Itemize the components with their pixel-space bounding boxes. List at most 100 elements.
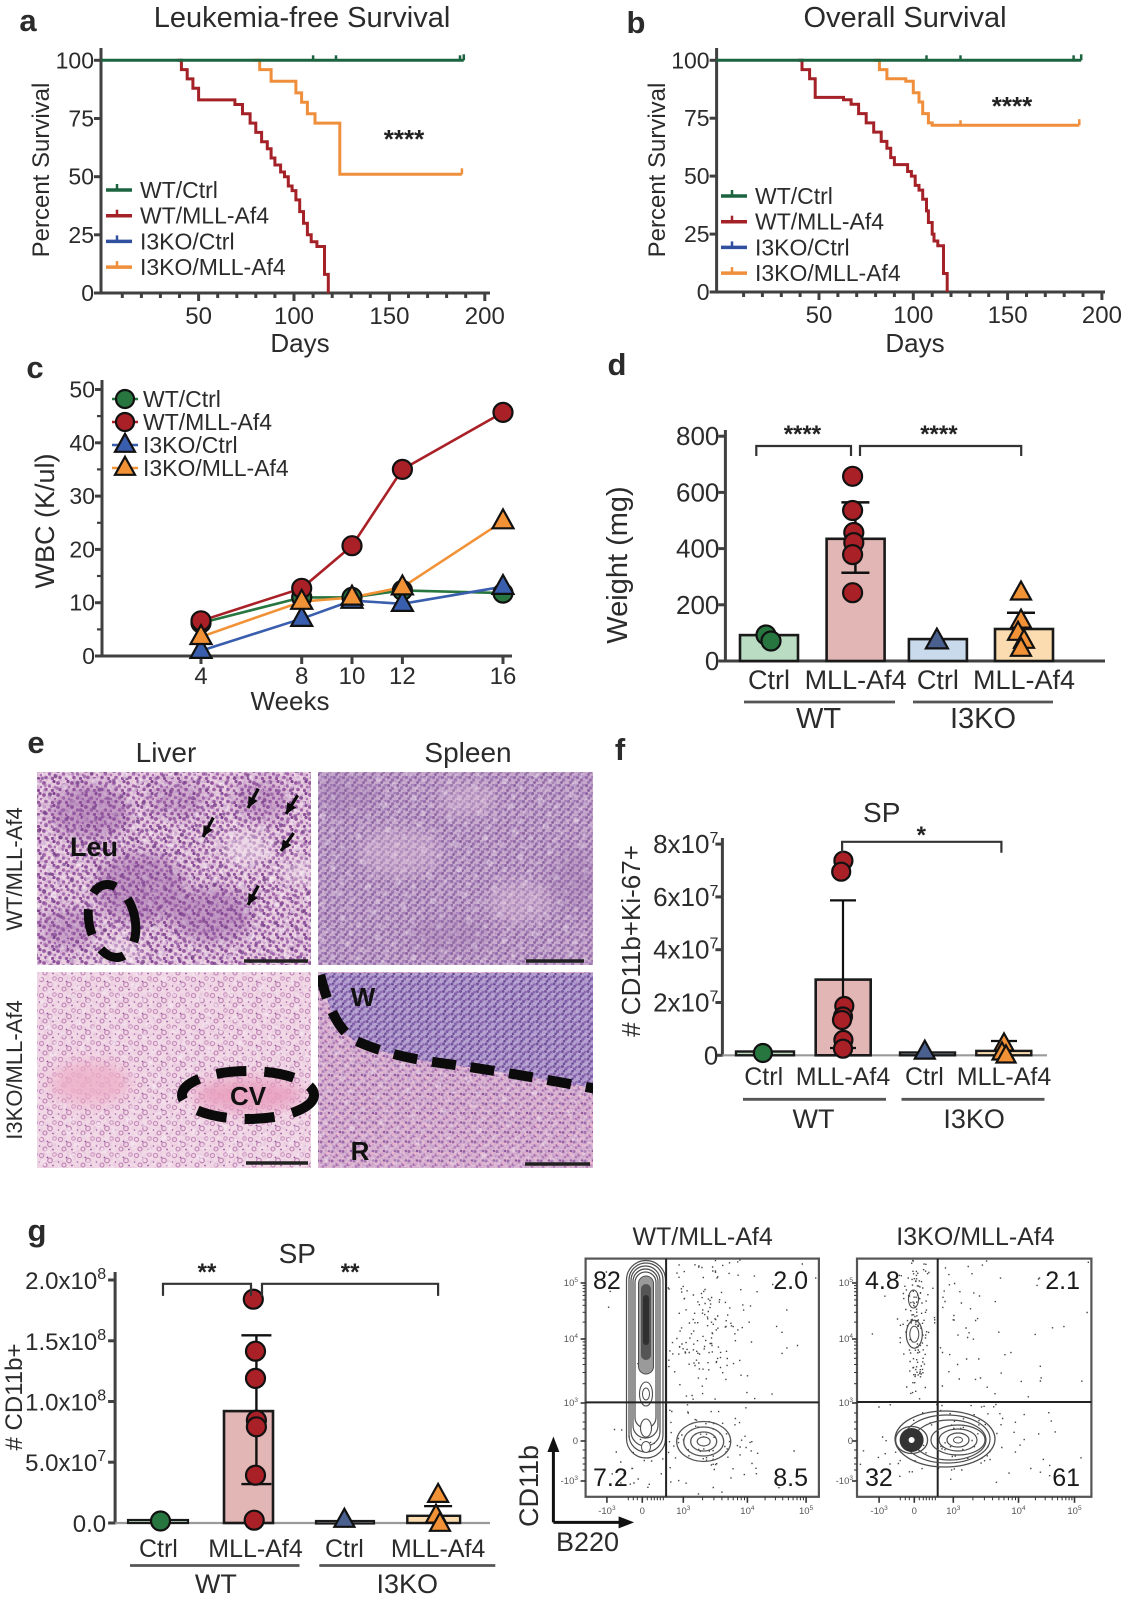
svg-text:0: 0: [81, 280, 94, 306]
svg-text:10: 10: [69, 590, 95, 616]
svg-text:-103: -103: [598, 1505, 616, 1517]
svg-text:Weeks: Weeks: [251, 686, 330, 716]
svg-text:B220: B220: [556, 1527, 619, 1557]
svg-text:I3KO/Ctrl: I3KO/Ctrl: [755, 234, 850, 260]
svg-text:600: 600: [676, 477, 719, 507]
svg-text:Ctrl: Ctrl: [905, 1063, 944, 1091]
svg-text:50: 50: [684, 163, 710, 189]
svg-text:1.0x108: 1.0x108: [25, 1388, 106, 1417]
svg-text:61: 61: [1052, 1464, 1080, 1492]
svg-text:*: *: [917, 822, 927, 849]
svg-text:**: **: [341, 1259, 360, 1286]
svg-text:12: 12: [389, 663, 416, 690]
svg-text:WT: WT: [796, 703, 841, 735]
svg-text:MLL-Af4: MLL-Af4: [805, 665, 907, 695]
svg-text:200: 200: [676, 590, 719, 620]
svg-text:MLL-Af4: MLL-Af4: [796, 1063, 891, 1091]
svg-text:**: **: [198, 1259, 217, 1286]
svg-text:Liver: Liver: [136, 737, 197, 768]
svg-text:50: 50: [185, 303, 212, 330]
svg-text:WT/MLL-Af4: WT/MLL-Af4: [143, 409, 272, 435]
svg-text:e: e: [27, 725, 44, 760]
svg-text:# CD11b+: # CD11b+: [1, 1344, 28, 1451]
svg-text:200: 200: [1082, 302, 1122, 329]
svg-text:82: 82: [593, 1267, 621, 1295]
svg-text:I3KO/Ctrl: I3KO/Ctrl: [140, 228, 235, 254]
svg-text:0: 0: [82, 643, 95, 669]
svg-text:2.0x108: 2.0x108: [25, 1266, 106, 1295]
svg-text:WT: WT: [195, 1569, 237, 1599]
svg-text:150: 150: [988, 302, 1028, 329]
svg-text:Leu: Leu: [70, 832, 118, 862]
svg-text:100: 100: [274, 303, 314, 330]
svg-text:Percent Survival: Percent Survival: [644, 83, 671, 258]
svg-text:f: f: [615, 732, 626, 767]
svg-text:# CD11b+Ki-67+: # CD11b+Ki-67+: [616, 845, 646, 1037]
svg-text:-103: -103: [870, 1505, 888, 1517]
svg-text:g: g: [28, 1213, 47, 1248]
svg-text:I3KO/MLL-Af4: I3KO/MLL-Af4: [140, 254, 286, 280]
svg-text:I3KO/MLL-Af4: I3KO/MLL-Af4: [755, 260, 901, 286]
svg-text:WT: WT: [793, 1104, 835, 1134]
svg-text:25: 25: [68, 222, 94, 248]
svg-text:CD11b: CD11b: [514, 1445, 544, 1527]
svg-text:75: 75: [684, 105, 710, 131]
svg-text:WBC (K/ul): WBC (K/ul): [30, 454, 60, 589]
svg-text:800: 800: [676, 421, 719, 451]
svg-text:40: 40: [69, 430, 95, 456]
svg-text:CV: CV: [230, 1081, 267, 1111]
svg-text:8.5: 8.5: [773, 1464, 808, 1492]
svg-text:WT/MLL-Af4: WT/MLL-Af4: [2, 807, 27, 930]
svg-text:MLL-Af4: MLL-Af4: [957, 1063, 1052, 1091]
svg-text:Overall Survival: Overall Survival: [803, 2, 1006, 34]
svg-text:WT/Ctrl: WT/Ctrl: [140, 177, 218, 203]
svg-text:I3KO/MLL-Af4: I3KO/MLL-Af4: [896, 1223, 1054, 1251]
svg-text:100: 100: [56, 47, 94, 73]
svg-text:****: ****: [784, 421, 822, 448]
svg-text:****: ****: [384, 124, 425, 154]
svg-text:50: 50: [806, 302, 833, 329]
svg-text:d: d: [608, 347, 627, 382]
svg-text:2.1: 2.1: [1045, 1267, 1080, 1295]
svg-text:WT/MLL-Af4: WT/MLL-Af4: [755, 209, 884, 235]
svg-text:2x107: 2x107: [653, 988, 718, 1018]
svg-text:1.5x108: 1.5x108: [25, 1327, 106, 1356]
svg-text:32: 32: [865, 1464, 893, 1492]
svg-text:0: 0: [697, 279, 710, 305]
svg-text:8: 8: [295, 663, 308, 690]
svg-text:I3KO/MLL-Af4: I3KO/MLL-Af4: [2, 1000, 27, 1139]
svg-text:25: 25: [684, 221, 710, 247]
svg-text:0: 0: [912, 1506, 917, 1517]
svg-text:75: 75: [68, 106, 94, 132]
svg-text:W: W: [351, 982, 376, 1012]
svg-text:Days: Days: [885, 328, 944, 358]
svg-text:Weight (mg): Weight (mg): [602, 486, 634, 643]
svg-text:400: 400: [676, 534, 719, 564]
svg-text:MLL-Af4: MLL-Af4: [391, 1535, 486, 1563]
svg-text:50: 50: [68, 164, 94, 190]
svg-text:-103: -103: [836, 1475, 854, 1487]
svg-text:Ctrl: Ctrl: [917, 665, 959, 695]
svg-text:100: 100: [671, 47, 709, 73]
svg-text:SP: SP: [863, 797, 900, 828]
svg-text:Percent Survival: Percent Survival: [28, 83, 55, 258]
svg-text:WT/Ctrl: WT/Ctrl: [143, 386, 221, 412]
svg-text:Ctrl: Ctrl: [139, 1535, 178, 1563]
svg-text:Spleen: Spleen: [424, 737, 511, 768]
svg-text:4: 4: [194, 663, 207, 690]
svg-text:c: c: [26, 350, 43, 385]
svg-text:I3KO/Ctrl: I3KO/Ctrl: [143, 432, 238, 458]
svg-text:MLL-Af4: MLL-Af4: [208, 1535, 303, 1563]
svg-text:****: ****: [992, 91, 1033, 121]
svg-text:0: 0: [848, 1436, 853, 1447]
svg-text:I3KO/MLL-Af4: I3KO/MLL-Af4: [143, 455, 289, 481]
svg-text:0: 0: [705, 646, 719, 676]
svg-text:WT/MLL-Af4: WT/MLL-Af4: [140, 203, 269, 229]
svg-text:200: 200: [465, 303, 505, 330]
svg-text:16: 16: [490, 663, 517, 690]
svg-text:0: 0: [573, 1436, 578, 1447]
svg-text:a: a: [19, 3, 37, 38]
svg-text:6x107: 6x107: [653, 882, 718, 912]
svg-text:0: 0: [640, 1506, 645, 1517]
svg-text:8x107: 8x107: [653, 829, 718, 859]
